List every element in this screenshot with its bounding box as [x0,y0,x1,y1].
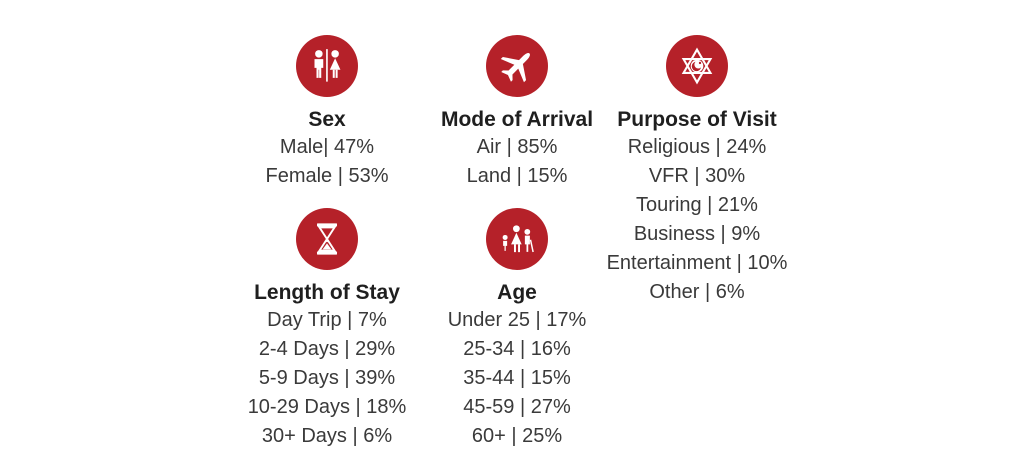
stat-item: Entertainment | 10% [606,252,788,274]
age-groups-icon [497,219,537,259]
airplane-icon [496,45,538,87]
stat-item: 25-34 | 16% [463,338,571,360]
stat-item: Business | 9% [633,223,761,245]
star-and-crescent-icon [676,45,718,87]
hourglass-icon [307,219,347,259]
stat-item: Religious | 24% [627,136,767,158]
stat-item: 30+ Days | 6% [261,425,393,447]
section-purpose-of-visit: Purpose of Visit Religious | 24% VFR | 3… [592,35,802,307]
stat-item: 2-4 Days | 29% [258,338,396,360]
age-badge [486,208,548,270]
stat-item: Touring | 21% [636,194,758,216]
stat-item: Male| 47% [279,136,375,158]
purpose-badge [666,35,728,97]
section-title: Age [497,281,537,304]
stat-item: 10-29 Days | 18% [247,396,407,418]
stat-item: 5-9 Days | 39% [258,367,396,389]
column-sex-stay: Sex Male| 47% Female | 53% [226,0,428,451]
stat-item: Air | 85% [476,136,558,158]
section-age: Age Under 25 | 17% 25-34 | 16% 35-44 | 1… [416,208,618,451]
stat-item: 45-59 | 27% [463,396,571,418]
section-title: Mode of Arrival [440,108,594,131]
stat-item: Female | 53% [265,165,389,187]
stat-item: Land | 15% [466,165,568,187]
stat-item: VFR | 30% [648,165,746,187]
sex-badge [296,35,358,97]
section-sex: Sex Male| 47% Female | 53% [226,35,428,191]
stay-badge [296,208,358,270]
section-title: Sex [308,108,346,131]
stat-item: Day Trip | 7% [267,309,387,331]
section-length-of-stay: Length of Stay Day Trip | 7% 2-4 Days | … [226,208,428,451]
male-female-restroom-icon [307,46,347,86]
stat-item: 35-44 | 15% [463,367,571,389]
section-title: Purpose of Visit [617,108,777,131]
section-mode-of-arrival: Mode of Arrival Air | 85% Land | 15% [416,35,618,191]
stat-item: 60+ | 25% [471,425,563,447]
stat-item: Under 25 | 17% [447,309,587,331]
column-arrival-age: Mode of Arrival Air | 85% Land | 15% [416,0,618,451]
column-purpose: Purpose of Visit Religious | 24% VFR | 3… [592,0,802,307]
arrival-badge [486,35,548,97]
stat-item: Other | 6% [649,281,745,303]
section-title: Length of Stay [254,281,400,304]
